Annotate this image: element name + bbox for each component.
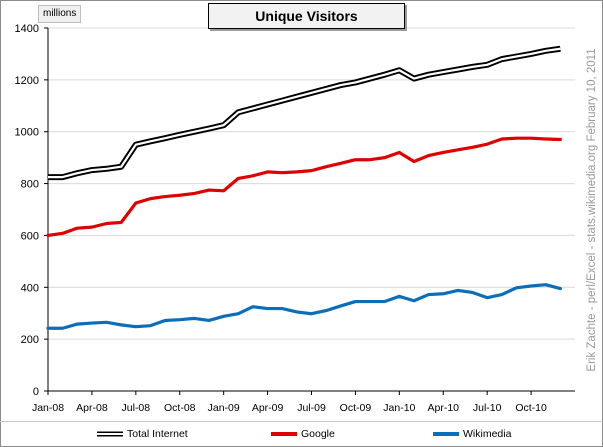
x-tick-label: Oct-09 (340, 402, 372, 414)
y-tick-label: 0 (33, 386, 39, 398)
x-tick-label: Oct-08 (164, 402, 196, 414)
series-line-total-internet (48, 45, 561, 181)
chart-title: Unique Visitors (208, 3, 405, 29)
gridlines (48, 27, 575, 340)
y-tick-label: 400 (21, 282, 39, 294)
series-lines (46, 45, 562, 330)
x-tick-label: Apr-08 (76, 402, 108, 414)
y-tick-label: 200 (21, 334, 39, 346)
legend-item-google: Google (270, 426, 335, 442)
tick-labels: 0 200 400 600 800 1000 1200 1400 Jan-08 Apr-08 Jul… (15, 23, 547, 414)
line-chart: 0 200 400 600 800 1000 1200 1400 Jan-08 Apr-08 Jul… (15, 23, 575, 414)
x-tick-label: Oct-10 (515, 402, 547, 414)
credit-note: Erik Zachte - perl/Excel - stats.wikimed… (586, 48, 598, 372)
y-tick-label: 1400 (15, 23, 39, 35)
series-line-total-internet-inner (48, 47, 561, 179)
legend-swatch-wikimedia (433, 432, 459, 437)
series-line-google (46, 136, 562, 238)
x-tick-label: Jan-08 (32, 402, 64, 414)
y-tick-label: 1000 (15, 127, 39, 139)
y-tick-label: 600 (21, 230, 39, 242)
series-line-wikimedia (46, 283, 562, 330)
x-tick-label: Apr-10 (427, 402, 459, 414)
x-tick-label: Jan-10 (383, 402, 415, 414)
axes (44, 27, 575, 395)
unit-label: millions (38, 5, 82, 23)
x-tick-label: Jul-10 (473, 402, 502, 414)
legend-label-google: Google (301, 428, 335, 440)
legend-item-wikimedia: Wikimedia (432, 426, 511, 442)
legend-label-wikimedia: Wikimedia (463, 428, 512, 440)
legend: Total Internet Google Wikimedia (0, 421, 603, 446)
x-tick-label: Jan-09 (208, 402, 240, 414)
y-tick-label: 800 (21, 179, 39, 191)
legend-label-total-internet: Total Internet (127, 428, 188, 440)
legend-swatch-total-internet (97, 431, 123, 437)
legend-item-total-internet: Total Internet (96, 426, 188, 442)
legend-swatch-google (271, 432, 297, 437)
y-tick-label: 1200 (15, 75, 39, 87)
x-tick-label: Apr-09 (252, 402, 284, 414)
x-tick-label: Jul-09 (297, 402, 326, 414)
x-tick-label: Jul-08 (122, 402, 151, 414)
